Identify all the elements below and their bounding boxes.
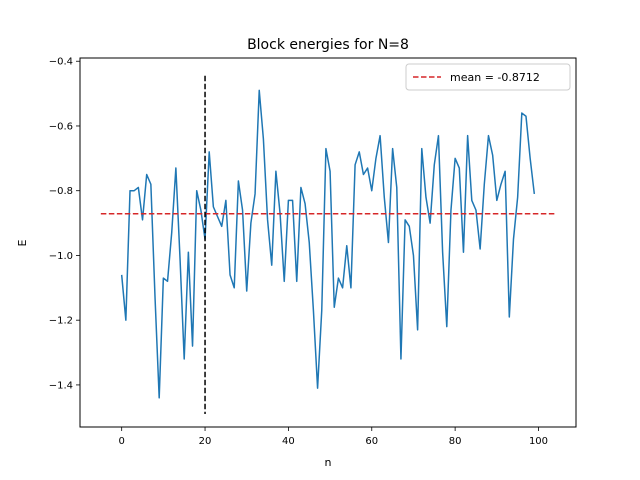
ticks: 0 20 40 60 80 100 −1.4 −1.2 −1.0 −0.8 −0.6 −0.4 (49, 57, 548, 447)
legend-box (405, 63, 571, 91)
y-tick-label: −0.8 (49, 186, 73, 197)
x-tick-label: 60 (365, 436, 378, 447)
chart-title: Block energies for N=8 (247, 37, 409, 53)
x-tick-label: 20 (199, 436, 212, 447)
y-tick-label: −0.4 (49, 57, 73, 68)
y-axis-label: E (16, 239, 29, 246)
axes-frame (79, 57, 577, 428)
legend-mean-label: mean = -0.8712 (450, 71, 540, 84)
x-tick-label: 40 (282, 436, 295, 447)
x-tick-label: 100 (529, 436, 548, 447)
plot-area (100, 75, 556, 415)
legend: mean = -0.8712 (405, 63, 571, 91)
y-tick-label: −0.6 (49, 121, 73, 132)
x-axis-label: n (325, 456, 332, 469)
x-tick-label: 80 (449, 436, 462, 447)
x-tick-label: 0 (118, 436, 124, 447)
y-tick-label: −1.4 (49, 380, 73, 391)
y-tick-label: −1.2 (49, 316, 73, 327)
series-line-0 (120, 89, 536, 399)
y-tick-label: −1.0 (49, 251, 73, 262)
